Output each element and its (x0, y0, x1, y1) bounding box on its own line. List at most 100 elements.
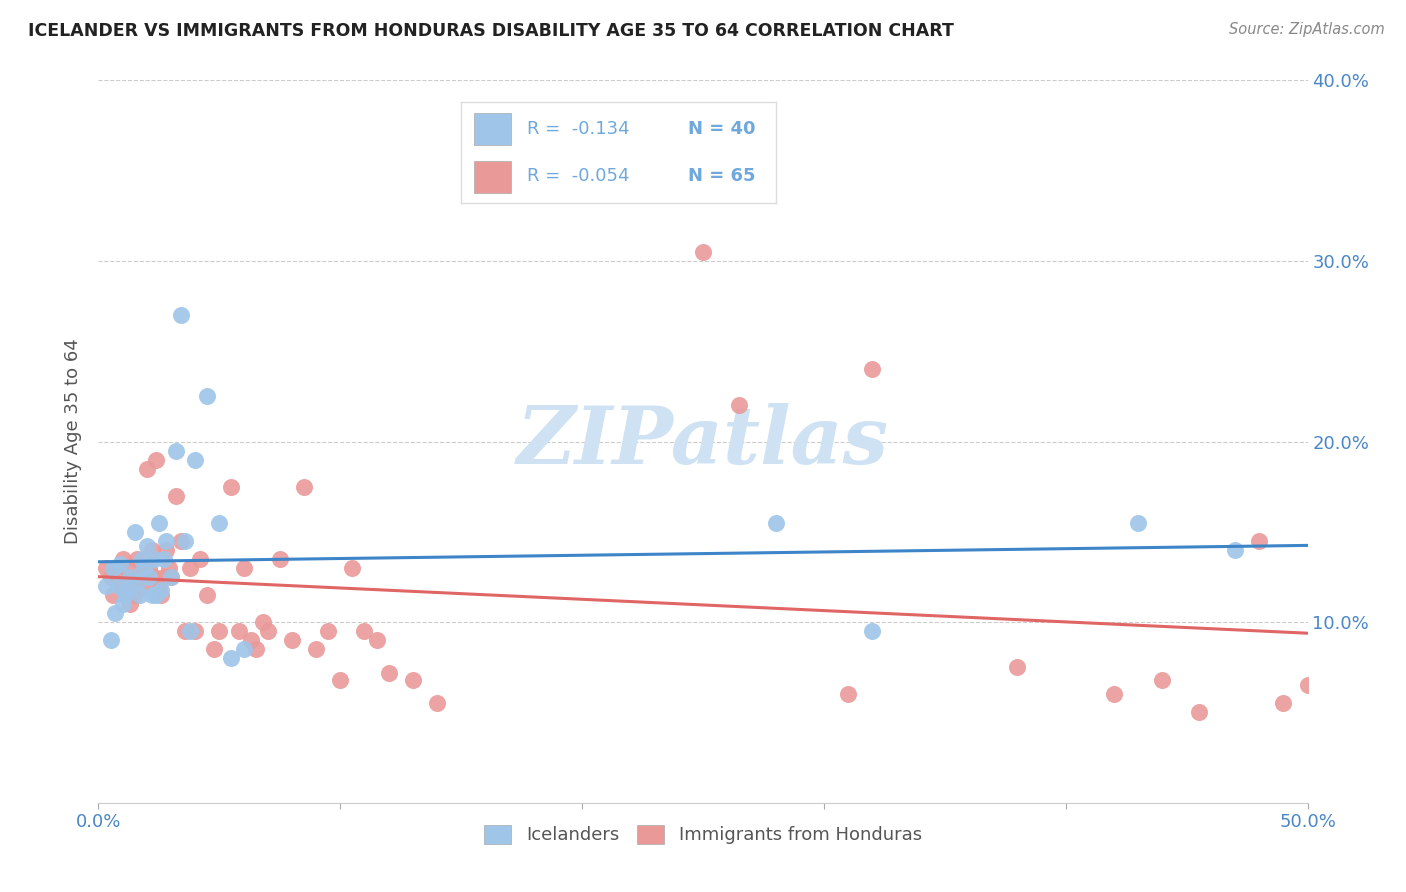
Point (108, 558, 131, 572)
Point (145, 452, 167, 467)
Point (179, 624, 201, 639)
Point (1296, 678, 1319, 692)
Point (124, 588, 146, 602)
Point (128, 588, 150, 602)
Point (305, 642, 328, 657)
Point (195, 588, 218, 602)
Point (174, 624, 197, 639)
Point (157, 561, 180, 575)
Point (148, 579, 170, 593)
Point (135, 461, 157, 475)
Legend: Icelanders, Immigrants from Honduras: Icelanders, Immigrants from Honduras (477, 818, 929, 852)
Point (1007, 660, 1029, 674)
Point (100, 570, 122, 584)
Point (252, 615, 274, 630)
Point (860, 362, 883, 376)
Point (1102, 687, 1125, 701)
Point (1223, 542, 1246, 557)
Point (121, 579, 143, 593)
Point (128, 570, 150, 584)
Point (134, 561, 156, 575)
Point (100, 633, 122, 648)
Point (160, 570, 183, 584)
Point (692, 244, 714, 259)
Point (353, 624, 375, 639)
Point (141, 588, 163, 602)
Point (101, 561, 124, 575)
Point (228, 624, 250, 639)
Point (141, 542, 163, 557)
Point (281, 633, 304, 648)
Point (169, 533, 191, 548)
Point (107, 570, 129, 584)
Point (131, 579, 153, 593)
Point (204, 642, 226, 657)
Point (269, 552, 291, 566)
Point (232, 561, 254, 575)
Point (402, 673, 425, 687)
Point (117, 582, 139, 597)
Point (150, 582, 173, 597)
Point (117, 561, 139, 575)
Point (316, 624, 339, 639)
Point (111, 552, 134, 566)
Point (221, 480, 243, 494)
Y-axis label: Disability Age 35 to 64: Disability Age 35 to 64 (65, 339, 83, 544)
Point (131, 552, 153, 566)
Point (94, 579, 117, 593)
Point (426, 697, 449, 711)
Point (1188, 706, 1211, 720)
Point (1272, 697, 1295, 711)
Point (127, 575, 149, 590)
Point (138, 570, 160, 584)
Point (114, 588, 136, 602)
Point (165, 443, 187, 458)
Point (155, 533, 177, 548)
Point (169, 308, 191, 322)
Point (837, 687, 859, 701)
Point (342, 561, 364, 575)
Point (118, 597, 141, 611)
Point (152, 552, 174, 566)
Point (165, 489, 187, 503)
Point (208, 624, 231, 639)
Point (143, 570, 166, 584)
Point (104, 606, 127, 620)
Point (150, 588, 173, 602)
Point (377, 665, 399, 680)
Point (148, 516, 170, 530)
Point (127, 552, 149, 566)
Point (728, 398, 751, 412)
Point (160, 570, 183, 584)
Point (184, 624, 207, 639)
Point (179, 561, 201, 575)
Point (329, 673, 352, 687)
Point (118, 570, 141, 584)
Point (1152, 673, 1174, 687)
Point (94, 561, 117, 575)
Point (256, 624, 278, 639)
Point (232, 642, 254, 657)
Point (108, 579, 131, 593)
Point (138, 561, 160, 575)
Point (152, 570, 174, 584)
Point (292, 480, 315, 494)
Point (366, 633, 388, 648)
Point (134, 561, 156, 575)
Point (143, 552, 166, 566)
Point (1128, 516, 1150, 530)
Point (101, 588, 124, 602)
Text: ZIPatlas: ZIPatlas (517, 403, 889, 480)
Point (114, 588, 136, 602)
Point (860, 624, 883, 639)
Point (221, 651, 243, 665)
Point (174, 533, 197, 548)
Point (155, 542, 177, 557)
Point (184, 452, 207, 467)
Point (245, 642, 267, 657)
Point (239, 633, 262, 648)
Point (1249, 533, 1271, 548)
Point (124, 524, 146, 539)
Point (188, 552, 211, 566)
Point (135, 539, 157, 553)
